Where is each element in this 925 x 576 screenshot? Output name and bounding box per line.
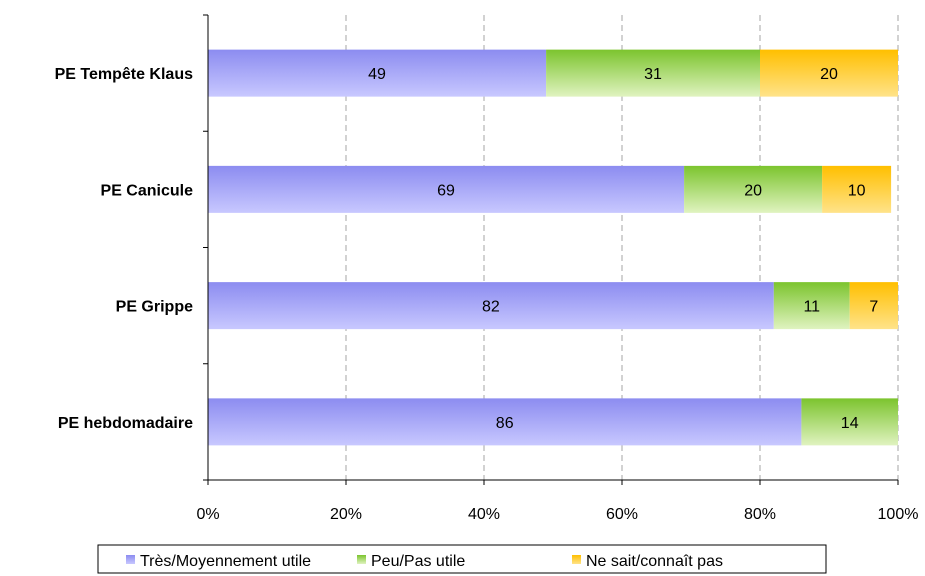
bar-segment — [822, 165, 892, 213]
category-label: PE Tempête Klaus — [55, 66, 194, 83]
data-label: 31 — [644, 66, 662, 83]
data-label: 20 — [820, 66, 838, 83]
legend-label: Peu/Pas utile — [371, 553, 465, 570]
bar-segment — [849, 282, 898, 330]
category-label: PE Canicule — [101, 182, 194, 199]
x-tick-label: 40% — [468, 506, 500, 523]
x-tick-label: 100% — [878, 506, 919, 523]
gridlines — [345, 15, 899, 480]
data-label: 7 — [869, 299, 878, 316]
x-tick-label: 80% — [744, 506, 776, 523]
data-label: 10 — [848, 182, 866, 199]
category-label: PE hebdomadaire — [58, 415, 193, 432]
bar-segment — [684, 165, 823, 213]
x-tick-label: 60% — [606, 506, 638, 523]
x-tick-labels: 0% 20% 40% 60% 80% 100% — [196, 506, 918, 523]
legend-swatch — [126, 555, 135, 564]
x-tick-label: 0% — [196, 506, 219, 523]
data-label: 49 — [368, 66, 386, 83]
bar-segment — [208, 282, 774, 330]
data-label: 14 — [841, 415, 859, 432]
data-label: 11 — [803, 299, 820, 316]
legend-label: Ne sait/connaît pas — [586, 553, 723, 570]
legend-swatch — [357, 555, 366, 564]
legend-swatch — [572, 555, 581, 564]
bar-segment — [208, 165, 685, 213]
legend-box — [97, 544, 827, 574]
legend-label: Très/Moyennement utile — [140, 553, 311, 570]
bar-segment — [760, 49, 898, 97]
bar-segment — [208, 49, 547, 97]
x-tick-label: 20% — [330, 506, 362, 523]
axes — [203, 14, 899, 485]
bar-segment — [208, 398, 802, 446]
data-label: 69 — [437, 182, 455, 199]
bar-segment — [801, 398, 898, 446]
category-labels: PE Tempête Klaus PE Canicule PE Grippe PE h… — [55, 66, 194, 432]
data-label: 20 — [744, 182, 762, 199]
data-label: 86 — [496, 415, 514, 432]
bar-segment — [546, 49, 760, 97]
category-label: PE Grippe — [116, 299, 193, 316]
bar-segment — [773, 282, 850, 330]
bars: 49 31 20 69 20 10 82 11 7 86 14 — [208, 49, 898, 446]
data-label: 82 — [482, 299, 500, 316]
legend: Très/Moyennement utile Peu/Pas utile Ne sa… — [97, 544, 827, 574]
